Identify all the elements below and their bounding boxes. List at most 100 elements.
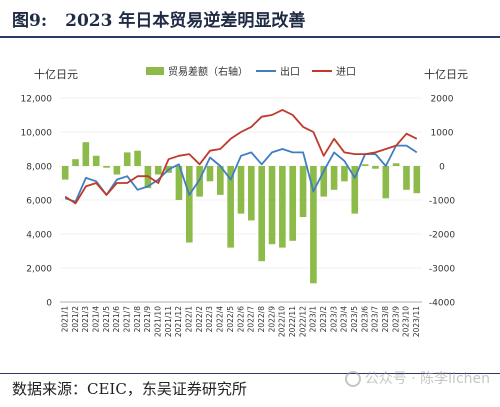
x-tick-label: 2022/2 (195, 306, 204, 333)
wechat-icon (344, 371, 361, 387)
figure-title: 2023 年日本贸易逆差明显改善 (65, 11, 306, 31)
balance-bar (310, 166, 317, 284)
x-tick-label: 2021/12 (174, 306, 183, 337)
left-axis-unit: 十亿日元 (34, 67, 78, 81)
balance-bar (351, 166, 359, 214)
balance-bar (134, 150, 141, 166)
balance-bar (320, 166, 328, 197)
balance-bar (92, 155, 100, 166)
exports-line (64, 144, 418, 203)
left-tick-label: 0 (46, 299, 52, 309)
x-tick-label: 2023/8 (381, 306, 390, 333)
balance-bar (403, 166, 410, 190)
watermark: 公众号 · 陈李lichen (344, 368, 490, 388)
x-tick-label: 2023/11 (412, 306, 421, 337)
x-tick-label: 2021/11 (164, 306, 173, 337)
footer-divider (0, 373, 500, 374)
balance-bar (217, 166, 224, 195)
left-tick-label: 2,000 (26, 265, 52, 275)
balance-bar (279, 166, 286, 248)
balance-bar (175, 166, 183, 200)
balance-bar (372, 166, 379, 169)
balance-bar (382, 166, 390, 199)
x-tick-label: 2021/7 (122, 306, 131, 333)
balance-bar (206, 166, 214, 182)
balance-bar (123, 152, 131, 166)
x-tick-label: 2023/1 (309, 306, 318, 333)
x-tick-label: 2022/12 (298, 306, 307, 337)
left-tick-label: 4,000 (26, 231, 52, 241)
legend-label-exports: 出口 (280, 65, 300, 78)
figure-header: 图9: 2023 年日本贸易逆差明显改善 (0, 0, 500, 34)
left-tick-label: 12,000 (21, 95, 53, 105)
right-tick-label: -4000 (429, 299, 455, 309)
balance-bar (248, 166, 255, 221)
right-tick-label: -1000 (429, 197, 455, 207)
chart-container: 十亿日元 十亿日元 贸易差额（右轴） 出口 进口 0 2,000 4,000 6,000 8,00… (0, 40, 500, 365)
left-tick-label: 10,000 (21, 129, 53, 139)
balance-bar (154, 166, 162, 175)
x-tick-label: 2022/5 (226, 306, 235, 333)
x-tick-label: 2022/1 (185, 306, 194, 333)
balance-bar (361, 164, 369, 166)
legend-swatch-balance (146, 67, 164, 75)
balance-bar (392, 163, 400, 166)
x-tick-label: 2023/6 (360, 306, 369, 333)
right-axis-unit: 十亿日元 (424, 67, 468, 81)
x-tick-label: 2022/6 (236, 306, 245, 333)
balance-bar (227, 166, 234, 248)
balance-bar (103, 166, 110, 168)
right-tick-label: 2000 (431, 95, 454, 105)
balance-bar (196, 166, 203, 197)
figure-number: 图9: (12, 11, 48, 31)
balance-bar (237, 166, 245, 214)
balance-bar (330, 166, 338, 190)
x-tick-label: 2021/3 (81, 306, 90, 333)
balance-bar (258, 166, 265, 262)
left-tick-label: 6,000 (26, 197, 52, 207)
legend-label-balance: 贸易差额（右轴） (168, 65, 248, 78)
balance-bar (413, 166, 421, 194)
x-tick-label: 2023/4 (340, 306, 349, 333)
x-tick-label: 2023/7 (371, 306, 380, 333)
balance-bar (72, 159, 79, 166)
x-tick-label: 2021/2 (71, 306, 80, 333)
balance-bar (82, 142, 90, 166)
x-tick-label: 2023/3 (329, 306, 338, 333)
source-note: 数据来源：CEIC，东吴证券研究所 (12, 380, 247, 398)
balance-bar (299, 166, 307, 217)
x-tick-label: 2021/6 (112, 306, 121, 333)
x-tick-label: 2022/10 (278, 306, 287, 337)
right-tick-label: -3000 (429, 265, 455, 275)
balance-bar (113, 166, 121, 175)
balance-bar (185, 166, 193, 243)
right-tick-label: 1000 (431, 129, 454, 139)
x-tick-label: 2022/11 (288, 306, 297, 337)
x-tick-label: 2021/9 (143, 306, 152, 333)
x-tick-label: 2023/2 (319, 306, 328, 333)
right-tick-label: -2000 (429, 231, 455, 241)
header-divider (0, 36, 500, 38)
x-tick-label: 2023/10 (402, 306, 411, 337)
left-tick-label: 8,000 (26, 163, 52, 173)
x-tick-label: 2021/4 (91, 306, 100, 333)
balance-bar (289, 166, 297, 241)
legend-label-imports: 进口 (336, 66, 356, 78)
balance-bar (268, 166, 276, 245)
watermark-text: 公众号 · 陈李lichen (364, 371, 490, 387)
x-tick-label: 2022/8 (257, 306, 266, 333)
x-tick-label: 2021/5 (102, 306, 111, 333)
balance-bar (341, 166, 348, 182)
x-tick-label: 2022/3 (205, 306, 214, 333)
trade-chart: 十亿日元 十亿日元 贸易差额（右轴） 出口 进口 0 2,000 4,000 6,000 8,00… (21, 65, 469, 337)
figure-title-row: 图9: 2023 年日本贸易逆差明显改善 (12, 6, 305, 31)
x-tick-label: 2022/4 (216, 306, 225, 333)
right-tick-label: 0 (439, 163, 445, 173)
x-tick-label: 2022/7 (247, 306, 256, 333)
imports-line (64, 109, 418, 205)
x-tick-label: 2022/9 (267, 306, 276, 333)
x-tick-label: 2021/1 (60, 306, 69, 333)
x-tick-label: 2023/5 (350, 306, 359, 333)
x-tick-label: 2021/8 (133, 306, 142, 333)
x-tick-label: 2021/10 (154, 306, 163, 337)
